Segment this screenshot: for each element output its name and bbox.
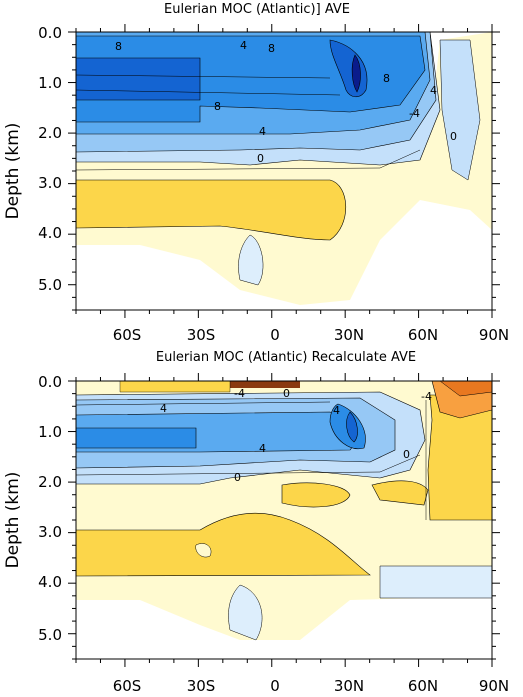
panel1-region-yellow [76, 179, 347, 241]
panel2-xtick: 90N [479, 677, 509, 695]
panel2-title: Eulerian MOC (Atlantic) Recalculate AVE [156, 350, 416, 365]
panel1-clabel: 8 [115, 40, 122, 53]
panel1-clabel: 8 [268, 42, 275, 55]
panel2-xtick: 60N [408, 677, 438, 695]
panel1-clabel: -4 [409, 107, 420, 120]
panel2-region-yellow-mid [281, 482, 351, 508]
panel1-clabel: 8 [214, 100, 221, 113]
panel2-clabel: 4 [259, 442, 266, 455]
panel1-clabel: 4 [240, 39, 247, 52]
panel2-xtick: 0 [270, 677, 280, 695]
panel1-clabel: 0 [257, 152, 264, 165]
panel1-xtick: 30S [187, 326, 216, 344]
panel2-contour-labels: -4 0 4 4 4 0 0 -4 [160, 387, 432, 484]
panel2-region-yellow-north [427, 394, 492, 521]
panel2-heatmap [76, 381, 492, 659]
panel2-clabel: 0 [283, 387, 290, 400]
panel2-clabel: 0 [234, 471, 241, 484]
panel1-ytick: 3.0 [38, 174, 62, 192]
panel1-clabel: 4 [259, 125, 266, 138]
panel2-clabel: 4 [160, 402, 167, 415]
panel2-clabel: -4 [234, 387, 245, 400]
panel1-ytick: 0.0 [38, 24, 62, 42]
panel1-clabel: 0 [450, 130, 457, 143]
panel-top: Eulerian MOC (Atlantic)] AVE [3, 2, 509, 344]
panel2-clabel: 4 [333, 404, 340, 417]
panel2-xticks: 60S 30S 0 30N 60N 90N [113, 677, 509, 695]
panel2-clabel: -4 [421, 390, 432, 403]
panel2-region-surface-brown [230, 381, 300, 388]
panel1-ytick: 2.0 [38, 124, 62, 142]
panel1-xtick: 60N [408, 326, 438, 344]
panel1-region-north-lobe [439, 39, 481, 181]
panel1-xtick: 90N [479, 326, 509, 344]
panel1-xtick: 0 [270, 326, 280, 344]
panel-bottom: Eulerian MOC (Atlantic) Recalculate AVE [3, 350, 509, 695]
panel1-ytick: 5.0 [38, 276, 62, 294]
panel1-clabel: 8 [383, 72, 390, 85]
panel2-xtick: 60S [113, 677, 142, 695]
panel2-region-mid-blue-west [76, 427, 197, 449]
panel1-region-blue-west [76, 57, 201, 101]
panel2-region-dark-orange [439, 381, 492, 397]
panel1-xticks: 60S 30S 0 30N 60N 90N [113, 326, 509, 344]
panel1-yticks: 0.0 1.0 2.0 3.0 4.0 5.0 [38, 24, 62, 294]
panel2-ytick: 2.0 [38, 473, 62, 491]
panel2-xtick: 30S [187, 677, 216, 695]
panel1-ytick: 1.0 [38, 74, 62, 92]
panel2-region-deep-blue-patch [228, 584, 263, 641]
panel2-clabel: 0 [403, 448, 410, 461]
panel1-ylabel: Depth (km) [3, 123, 23, 220]
panel1-clabel: 4 [430, 84, 437, 97]
panel2-region-deep-blue [379, 565, 492, 599]
panel2-tick-marks [68, 373, 500, 667]
panel1-ytick: 4.0 [38, 224, 62, 242]
panel2-ytick: 0.0 [38, 373, 62, 391]
panel1-tick-marks [68, 24, 500, 318]
panel2-ytick: 3.0 [38, 523, 62, 541]
panel2-xtick: 30N [334, 677, 364, 695]
panel1-heatmap [76, 32, 492, 310]
panel2-ylabel: Depth (km) [3, 472, 23, 569]
panel2-ytick: 5.0 [38, 626, 62, 644]
panel2-ytick: 1.0 [38, 423, 62, 441]
panel2-region-blue-core [346, 411, 358, 443]
panel1-xtick: 60S [113, 326, 142, 344]
panel1-region-deep-core [351, 54, 361, 93]
panel1-contour-labels: 8 4 8 8 8 4 -4 4 0 0 [115, 39, 457, 165]
panel2-yticks: 0.0 1.0 2.0 3.0 4.0 5.0 [38, 373, 62, 644]
panel1-region-deep-blue-patch [238, 234, 264, 286]
panel1-title: Eulerian MOC (Atlantic)] AVE [164, 2, 350, 17]
panel2-region-yellow-deep [76, 512, 371, 577]
panel2-region-yellow-east [371, 480, 429, 506]
panel2-ytick: 4.0 [38, 573, 62, 591]
panel1-xtick: 30N [334, 326, 364, 344]
